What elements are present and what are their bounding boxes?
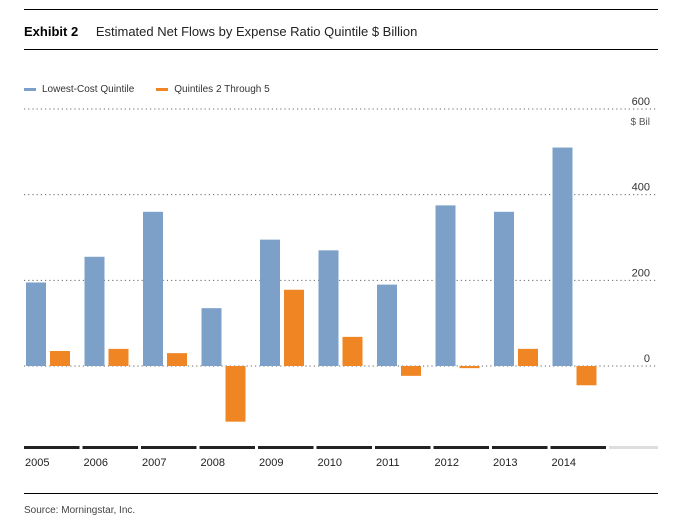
source-note: Source: Morningstar, Inc. [24, 505, 136, 516]
legend-swatch-lowest-cost [24, 88, 36, 91]
y-tick-label-400: 400 [632, 182, 650, 194]
x-axis-segment-2008 [199, 446, 255, 449]
bar-quintiles-2-5-2014 [576, 366, 597, 386]
legend-swatch-quintiles-2-5 [156, 88, 169, 91]
x-axis-segment-2013 [492, 446, 548, 449]
bar-quintiles-2-5-2012 [459, 366, 480, 369]
x-tick-label-2013: 2013 [493, 457, 517, 469]
bar-lowest-cost-2014 [552, 147, 573, 366]
x-tick-label-2007: 2007 [142, 457, 166, 469]
bar-quintiles-2-5-2008 [225, 366, 246, 422]
legend-label-quintiles-2-5: Quintiles 2 Through 5 [174, 84, 270, 95]
x-axis-segment-2007 [141, 446, 197, 449]
x-axis-segment-trailing [609, 446, 658, 449]
bar-quintiles-2-5-2005 [50, 351, 70, 366]
x-tick-label-2012: 2012 [435, 457, 459, 469]
chart-legend: Lowest-Cost Quintile Quintiles 2 Through… [24, 84, 292, 95]
x-tick-label-2006: 2006 [84, 457, 108, 469]
x-tick-label-2011: 2011 [376, 457, 400, 469]
exhibit-header: Exhibit 2 Estimated Net Flows by Expense… [24, 24, 417, 39]
bar-lowest-cost-2010 [318, 250, 339, 366]
bar-lowest-cost-2012 [435, 205, 456, 366]
y-tick-label-600: 600 [632, 96, 650, 108]
x-tick-label-2008: 2008 [201, 457, 225, 469]
bar-quintiles-2-5-2006 [108, 348, 129, 366]
top-rule [24, 9, 658, 10]
bar-lowest-cost-2006 [84, 256, 105, 366]
legend-item-lowest-cost: Lowest-Cost Quintile [24, 84, 134, 95]
x-axis-segment-2012 [433, 446, 489, 449]
bar-lowest-cost-2005 [26, 282, 46, 366]
x-tick-label-2009: 2009 [259, 457, 283, 469]
bar-lowest-cost-2009 [260, 239, 280, 366]
x-axis-segment-2010 [316, 446, 372, 449]
x-axis-segment-2005 [24, 446, 80, 449]
footer-rule [24, 493, 658, 494]
y-tick-label-0: 0 [644, 353, 650, 365]
x-tick-label-2005: 2005 [25, 457, 49, 469]
x-tick-label-2014: 2014 [552, 457, 576, 469]
bar-quintiles-2-5-2009 [284, 289, 304, 366]
legend-label-lowest-cost: Lowest-Cost Quintile [42, 84, 135, 95]
bar-lowest-cost-2013 [494, 211, 514, 366]
bar-quintiles-2-5-2011 [401, 366, 421, 376]
bar-quintiles-2-5-2010 [342, 336, 363, 366]
x-tick-label-2010: 2010 [318, 457, 342, 469]
bar-lowest-cost-2007 [143, 211, 163, 366]
bar-quintiles-2-5-2007 [167, 353, 187, 366]
y-axis-unit-label: $ Bil [631, 117, 650, 128]
x-axis-segment-2011 [375, 446, 431, 449]
bar-lowest-cost-2011 [377, 284, 397, 366]
x-axis-segment-2006 [82, 446, 138, 449]
x-axis-segment-2014 [550, 446, 606, 449]
exhibit-label: Exhibit 2 [24, 24, 79, 39]
legend-item-quintiles-2-5: Quintiles 2 Through 5 [156, 84, 270, 95]
x-axis-segment-2009 [258, 446, 314, 449]
bar-quintiles-2-5-2013 [518, 348, 538, 366]
bar-lowest-cost-2008 [201, 308, 222, 366]
chart-title: Estimated Net Flows by Expense Ratio Qui… [95, 24, 418, 39]
y-tick-label-200: 200 [632, 267, 650, 279]
title-rule [24, 49, 658, 50]
